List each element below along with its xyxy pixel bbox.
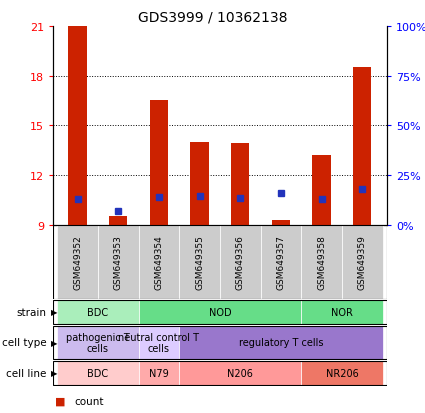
- Bar: [68, 27, 87, 225]
- Text: ▶: ▶: [51, 308, 57, 317]
- Bar: [179, 225, 220, 299]
- Bar: [353, 68, 371, 225]
- Text: pathogenic T
cells: pathogenic T cells: [66, 332, 130, 354]
- Text: ■: ■: [55, 396, 66, 406]
- Bar: [139, 361, 179, 385]
- Text: strain: strain: [17, 307, 47, 317]
- Text: BDC: BDC: [87, 368, 108, 378]
- Text: ▶: ▶: [51, 338, 57, 347]
- Bar: [312, 156, 331, 225]
- Text: GSM649352: GSM649352: [73, 235, 82, 290]
- Bar: [342, 225, 382, 299]
- Bar: [272, 220, 290, 225]
- Bar: [179, 326, 382, 359]
- Text: GSM649353: GSM649353: [114, 235, 123, 290]
- Text: GSM649355: GSM649355: [195, 235, 204, 290]
- Bar: [57, 225, 98, 299]
- Bar: [57, 300, 139, 324]
- Bar: [301, 300, 382, 324]
- Text: cell line: cell line: [6, 368, 47, 378]
- Bar: [139, 300, 301, 324]
- Text: N79: N79: [149, 368, 169, 378]
- Text: GSM649356: GSM649356: [236, 235, 245, 290]
- Bar: [150, 101, 168, 225]
- Bar: [301, 361, 382, 385]
- Bar: [179, 361, 301, 385]
- Bar: [57, 361, 139, 385]
- Text: NOR: NOR: [331, 307, 353, 317]
- Text: NOD: NOD: [209, 307, 231, 317]
- Bar: [301, 225, 342, 299]
- Text: neutral control T
cells: neutral control T cells: [119, 332, 199, 354]
- Bar: [139, 225, 179, 299]
- Bar: [231, 144, 249, 225]
- Text: GSM649358: GSM649358: [317, 235, 326, 290]
- Text: ▶: ▶: [51, 368, 57, 377]
- Text: GDS3999 / 10362138: GDS3999 / 10362138: [138, 10, 287, 24]
- Bar: [261, 225, 301, 299]
- Text: NR206: NR206: [326, 368, 358, 378]
- Bar: [98, 225, 139, 299]
- Text: count: count: [74, 396, 104, 406]
- Text: BDC: BDC: [87, 307, 108, 317]
- Bar: [139, 326, 179, 359]
- Text: regulatory T cells: regulatory T cells: [239, 337, 323, 348]
- Text: GSM649357: GSM649357: [277, 235, 286, 290]
- Text: GSM649359: GSM649359: [358, 235, 367, 290]
- Text: cell type: cell type: [2, 337, 47, 348]
- Text: N206: N206: [227, 368, 253, 378]
- Text: GSM649354: GSM649354: [154, 235, 163, 290]
- Bar: [57, 326, 139, 359]
- Bar: [190, 142, 209, 225]
- Bar: [220, 225, 261, 299]
- Bar: [109, 217, 128, 225]
